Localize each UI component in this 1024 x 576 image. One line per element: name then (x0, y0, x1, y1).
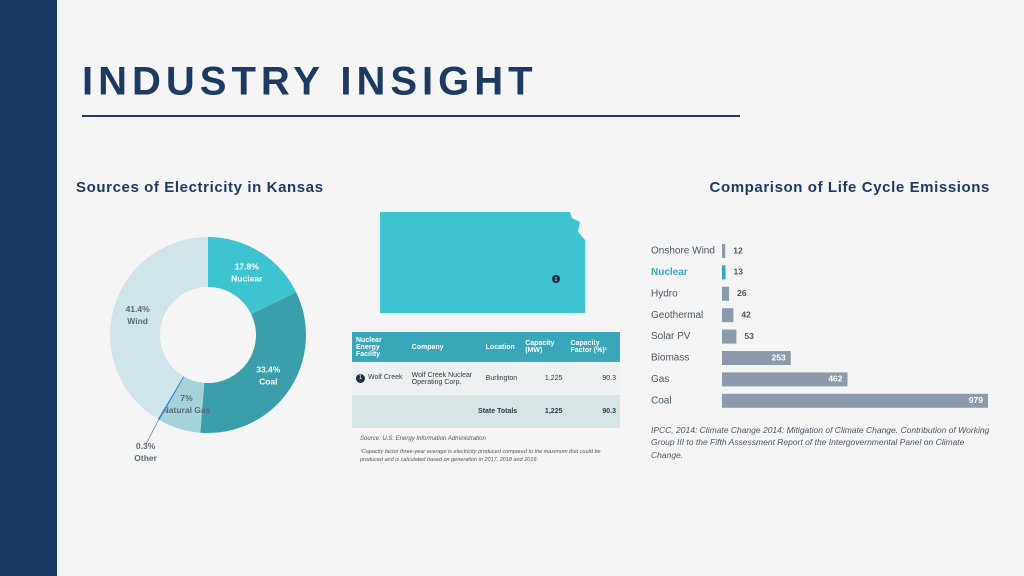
slice-value-label: 0.3% (136, 441, 156, 451)
cell: 90.3 (602, 408, 616, 415)
leader-line (145, 417, 160, 446)
cell: 90.3 (602, 375, 616, 382)
cell: 1,225 (544, 375, 563, 382)
slice-value-label: 7% (180, 393, 193, 403)
slice-category-label: Coal (259, 376, 277, 386)
cell: Wolf Creek Nuclear Operating Corp. (411, 371, 473, 386)
pie-title: Sources of Electricity in Kansas (76, 179, 324, 196)
column-header: Capacity (MW) (521, 332, 567, 362)
column-header: Company (407, 332, 482, 362)
pie-slice (110, 237, 208, 420)
bar-category-label: Nuclear (651, 267, 688, 278)
bar-category-label: Solar PV (651, 331, 691, 342)
bar-note: IPCC, 2014: Climate Change 2014: Mitigat… (651, 425, 990, 460)
pie-slice (200, 292, 306, 434)
pie-slice (157, 376, 185, 421)
pie-slice (208, 237, 297, 315)
map-marker (552, 275, 560, 283)
column-header: Capacity Factor (%)¹ (566, 332, 620, 362)
slide-title: INDUSTRY INSIGHT (82, 60, 538, 104)
bar (722, 372, 848, 387)
pie-slice (159, 376, 205, 433)
column-header: Nuclear Energy Facility (352, 332, 408, 362)
slice-value-label: 41.4% (126, 304, 151, 314)
bar-category-label: Hydro (651, 288, 678, 299)
bar-category-label: Onshore Wind (651, 246, 715, 257)
slice-category-label: Other (134, 453, 157, 463)
side-strip (0, 0, 57, 576)
bar (722, 265, 726, 280)
cell-text: Wolf Creek (368, 374, 403, 381)
bar-value-label: 979 (969, 395, 983, 405)
cell: 1,225 (544, 408, 563, 415)
facility-table: Nuclear Energy Facility Company Location… (352, 332, 620, 428)
map-marker-label: 1 (555, 277, 558, 283)
bar (722, 351, 791, 365)
slice-value-label: 33.4% (256, 364, 281, 374)
cell: 1 Wolf Creek (352, 362, 408, 395)
row-marker: 1 (356, 374, 365, 383)
column-header: Location (481, 332, 522, 362)
bar-title: Comparison of Life Cycle Emissions (710, 179, 990, 196)
kansas-map (380, 212, 585, 313)
slice-category-label: Natural Gas (163, 405, 211, 415)
slice-value-label: 17.8% (235, 261, 260, 271)
slice-category-label: Nuclear (231, 273, 263, 283)
totals-label: State Totals (478, 408, 518, 415)
bar-category-label: Biomass (651, 353, 689, 364)
bar (722, 286, 730, 301)
bar (722, 244, 726, 258)
bar-value-label: 253 (772, 352, 786, 362)
bar-value-label: 13 (734, 267, 744, 277)
bar (722, 393, 988, 408)
bar-category-label: Coal (651, 395, 672, 406)
cell: Burlington (485, 375, 518, 382)
bar-category-label: Gas (651, 374, 669, 385)
bar-value-label: 42 (741, 309, 751, 319)
table-source: Source: U.S. Energy Information Administ… (360, 436, 486, 442)
slice-category-label: Wind (127, 316, 148, 326)
bar-value-label: 26 (737, 288, 747, 298)
bar-value-label: 53 (744, 331, 754, 341)
bar (722, 308, 734, 323)
bar-category-label: Geothermal (651, 310, 703, 321)
bar-value-label: 462 (828, 374, 842, 384)
bar (722, 329, 737, 344)
table-footnote: ¹Capacity factor three-year average is e… (360, 449, 601, 464)
bar-value-label: 12 (733, 245, 743, 255)
